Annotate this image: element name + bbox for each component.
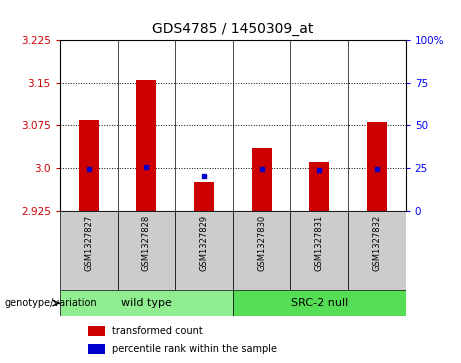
Bar <box>233 211 290 290</box>
Text: GSM1327828: GSM1327828 <box>142 215 151 271</box>
Bar <box>88 326 105 336</box>
Bar <box>252 148 272 211</box>
Text: GSM1327830: GSM1327830 <box>257 215 266 271</box>
Bar <box>136 80 156 211</box>
Text: GSM1327829: GSM1327829 <box>200 215 208 271</box>
Text: percentile rank within the sample: percentile rank within the sample <box>112 344 277 354</box>
Bar <box>194 182 214 211</box>
Text: transformed count: transformed count <box>112 326 202 336</box>
Bar <box>175 211 233 290</box>
Text: GSM1327832: GSM1327832 <box>372 215 381 271</box>
Bar <box>367 122 387 211</box>
Text: GSM1327831: GSM1327831 <box>315 215 324 271</box>
Bar <box>88 344 105 354</box>
Bar <box>60 290 233 316</box>
Text: SRC-2 null: SRC-2 null <box>290 298 348 308</box>
Bar <box>348 211 406 290</box>
Bar <box>60 211 118 290</box>
Bar <box>290 211 348 290</box>
Title: GDS4785 / 1450309_at: GDS4785 / 1450309_at <box>152 22 313 36</box>
Text: genotype/variation: genotype/variation <box>5 298 97 308</box>
Text: GSM1327827: GSM1327827 <box>84 215 93 271</box>
Text: wild type: wild type <box>121 298 172 308</box>
Bar <box>309 162 329 211</box>
Bar <box>233 290 406 316</box>
Bar <box>79 119 99 211</box>
Bar <box>118 211 175 290</box>
